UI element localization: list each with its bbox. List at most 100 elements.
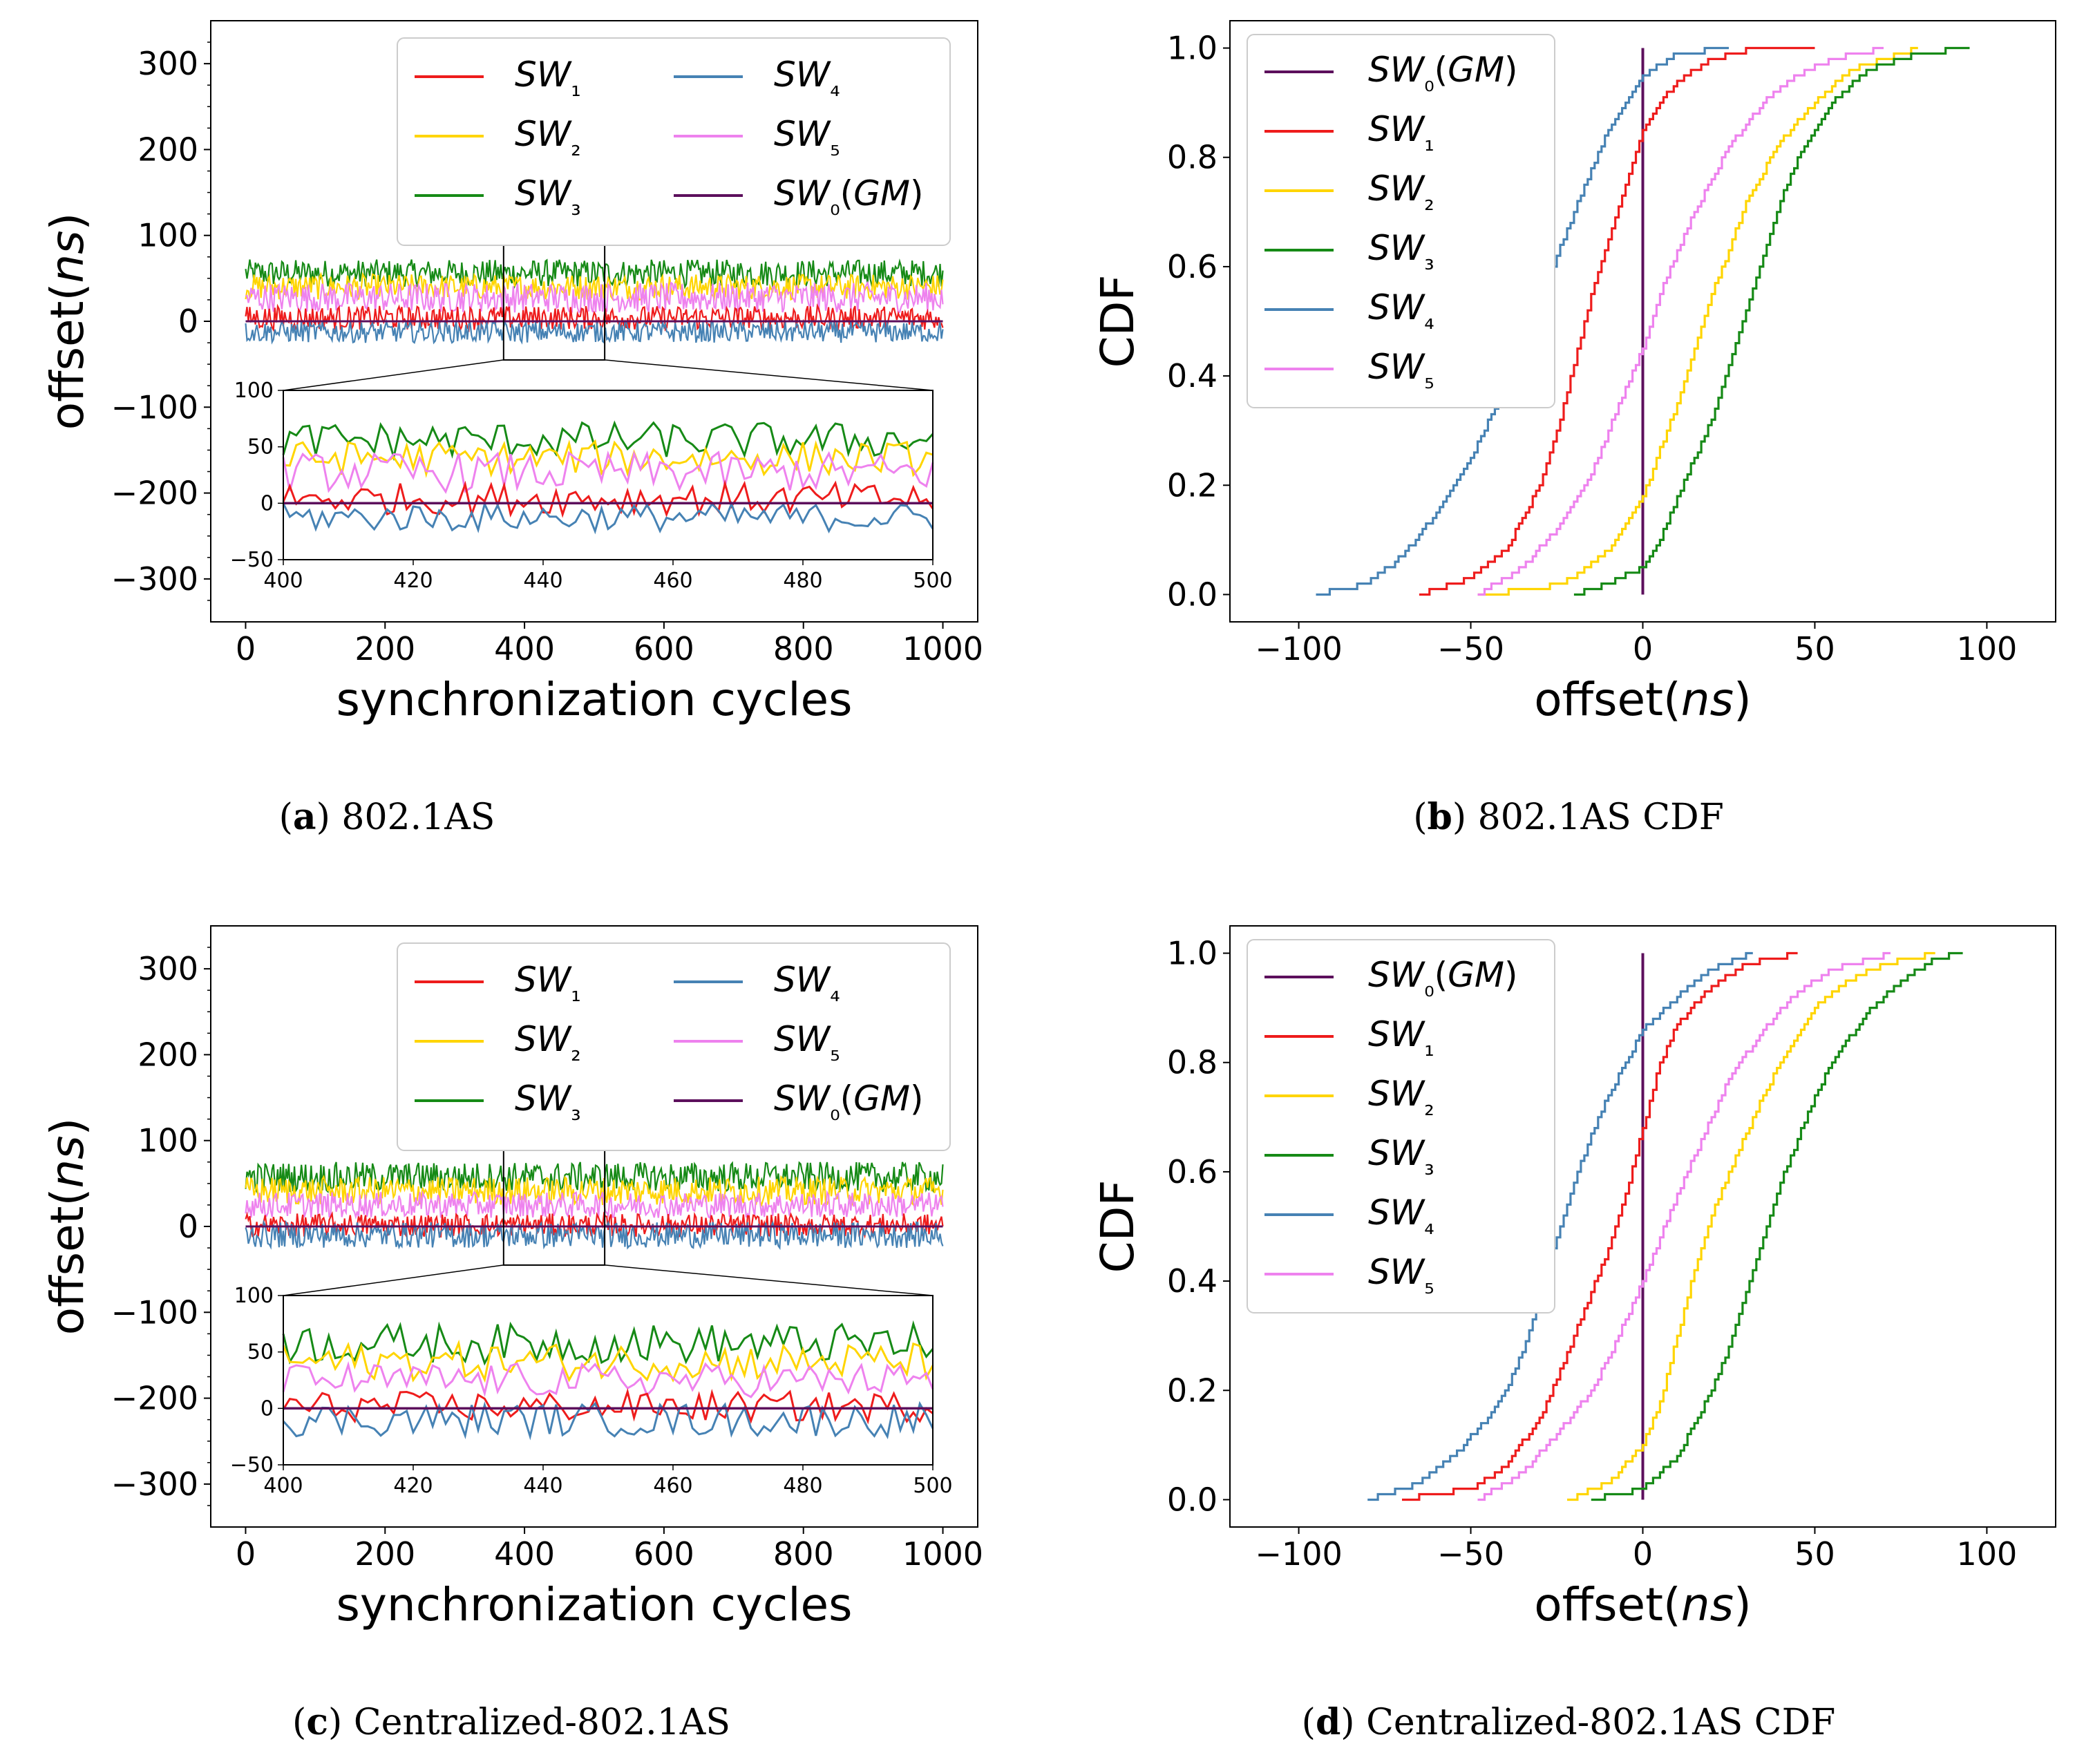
x-tick-label: 100 xyxy=(1957,1535,2018,1573)
x-tick-label: 800 xyxy=(773,1535,834,1573)
cdf-series-SW1 xyxy=(1419,46,1815,596)
inset-background xyxy=(283,1296,933,1465)
x-axis-label: synchronization cycles xyxy=(336,1578,852,1631)
legend-label-SW4: SW₄ xyxy=(1368,287,1434,335)
y-tick-label: 300 xyxy=(138,950,198,987)
legend-label-SW4: SW₄ xyxy=(774,960,840,1007)
y-tick-label: 0 xyxy=(178,1208,198,1245)
inset-x-tick-label: 460 xyxy=(653,1474,692,1498)
y-tick-label: 0.6 xyxy=(1167,1153,1217,1191)
y-tick-label: 200 xyxy=(138,1036,198,1073)
inset-background xyxy=(283,390,933,560)
inset-y-tick-label: 50 xyxy=(247,1340,274,1365)
inset-y-tick-label: −50 xyxy=(230,1453,274,1477)
y-tick-label: 0.4 xyxy=(1167,357,1217,395)
legend-box xyxy=(1247,939,1555,1313)
x-tick-label: 400 xyxy=(494,630,555,667)
zoom-connector xyxy=(283,359,504,391)
legend-label-SW2: SW₂ xyxy=(1368,1074,1434,1121)
x-tick-label: 800 xyxy=(773,630,834,667)
legend-label-SW1: SW₁ xyxy=(515,55,581,102)
x-tick-label: −100 xyxy=(1255,630,1342,667)
cdf-series-SW5 xyxy=(1477,46,1884,596)
legend-label-SW5: SW₅ xyxy=(774,1019,840,1067)
cdf-series-SW3 xyxy=(1591,951,1963,1501)
x-tick-label: −50 xyxy=(1437,1535,1504,1573)
y-tick-label: 0.4 xyxy=(1167,1262,1217,1300)
y-tick-label: 0.0 xyxy=(1167,576,1217,613)
legend-label-SW2: SW₂ xyxy=(515,1019,581,1067)
legend-label-SW0GM: SW₀(GM) xyxy=(1368,50,1518,97)
x-tick-label: 200 xyxy=(354,630,415,667)
zoom-connector xyxy=(283,1264,504,1296)
inset-frame xyxy=(283,1295,934,1466)
series-SW5 xyxy=(245,281,944,314)
inset-y-tick-label: 50 xyxy=(247,435,274,459)
legend-label-SW4: SW₄ xyxy=(1368,1193,1434,1240)
series-SW2 xyxy=(245,272,944,302)
x-tick-label: 50 xyxy=(1794,1535,1835,1573)
legend-label-SW1: SW₁ xyxy=(1368,1014,1434,1062)
legend-label-SW4: SW₄ xyxy=(774,55,840,102)
legend-label-SW3: SW₃ xyxy=(515,1079,581,1126)
series-SW4 xyxy=(245,1219,944,1251)
inset-y-tick-label: 100 xyxy=(234,1284,274,1308)
caption-b: (b) 802.1AS CDF xyxy=(1413,796,1724,838)
y-tick-label: −100 xyxy=(111,388,198,426)
y-tick-label: −300 xyxy=(111,1466,198,1503)
inset-x-tick-label: 460 xyxy=(653,569,692,593)
legend-label-SW3: SW₃ xyxy=(1368,228,1434,276)
cdf-series-SW2 xyxy=(1477,46,1918,596)
cdf-series-SW2 xyxy=(1567,951,1935,1501)
panel-d: −100 −50 0 50 100 0.0 0.2 0.4 0.6 0.8 1.0 offset(ns… xyxy=(1091,925,2056,1631)
inset-x-tick-label: 500 xyxy=(913,1474,952,1498)
y-axis-label: offset(ns) xyxy=(41,213,94,430)
inset-x-tick-label: 420 xyxy=(393,569,433,593)
legend: SW₁ SW₂ SW₃ SW₄ SW₅ SW₀(GM) xyxy=(397,942,951,1151)
x-axis-label: offset(ns) xyxy=(1534,673,1751,726)
y-tick-label: 0.8 xyxy=(1167,139,1217,176)
y-tick-label: 0.2 xyxy=(1167,466,1217,504)
y-tick-label: 100 xyxy=(138,1122,198,1159)
y-tick-label: 1.0 xyxy=(1167,30,1217,67)
y-tick-label: −200 xyxy=(111,475,198,512)
panel-b: −100 −50 0 50 100 0.0 0.2 0.4 0.6 0.8 1.0 offset(ns… xyxy=(1091,20,2056,726)
y-tick-label: −300 xyxy=(111,560,198,598)
x-axis-label: synchronization cycles xyxy=(336,673,852,726)
x-tick-label: 100 xyxy=(1957,630,2018,667)
zoom-connector xyxy=(605,359,934,391)
legend-label-SW1: SW₁ xyxy=(515,960,581,1007)
cdf-series-SW3 xyxy=(1573,46,1970,596)
y-tick-label: 1.0 xyxy=(1167,935,1217,972)
legend-label-SW0GM: SW₀(GM) xyxy=(774,173,924,221)
x-tick-label: −50 xyxy=(1437,630,1504,667)
y-tick-label: 0.6 xyxy=(1167,248,1217,285)
inset-series-SW3 xyxy=(282,420,934,462)
y-axis-label: CDF xyxy=(1091,275,1144,368)
inset-series-SW5 xyxy=(282,1360,934,1398)
x-axis-label: offset(ns) xyxy=(1534,1578,1751,1631)
series-SW4 xyxy=(245,318,944,345)
legend-box xyxy=(397,37,951,246)
y-tick-label: 0.8 xyxy=(1167,1044,1217,1081)
legend-label-SW5: SW₅ xyxy=(774,114,840,162)
x-tick-label: 600 xyxy=(634,1535,694,1573)
inset-y-tick-label: 0 xyxy=(260,491,274,515)
y-tick-label: 200 xyxy=(138,131,198,168)
legend-box xyxy=(1247,34,1555,408)
inset-series-SW4 xyxy=(282,1401,934,1441)
legend-box xyxy=(397,942,951,1151)
x-tick-label: 0 xyxy=(236,630,256,667)
inset-x-tick-label: 480 xyxy=(783,569,822,593)
x-tick-label: 50 xyxy=(1794,630,1835,667)
legend-label-SW3: SW₃ xyxy=(1368,1133,1434,1181)
x-tick-label: 1000 xyxy=(902,1535,983,1573)
y-tick-label: 300 xyxy=(138,45,198,82)
inset-x-tick-label: 400 xyxy=(263,1474,303,1498)
cdf-series-SW1 xyxy=(1402,951,1798,1501)
inset-series-SW4 xyxy=(282,500,934,535)
panel-c: 0 200 400 600 800 1000−300−200−1000100200300s… xyxy=(41,925,983,1631)
x-tick-label: 0 xyxy=(1633,1535,1653,1573)
cdf-series-SW4 xyxy=(1367,951,1753,1501)
inset-x-tick-label: 500 xyxy=(913,569,952,593)
